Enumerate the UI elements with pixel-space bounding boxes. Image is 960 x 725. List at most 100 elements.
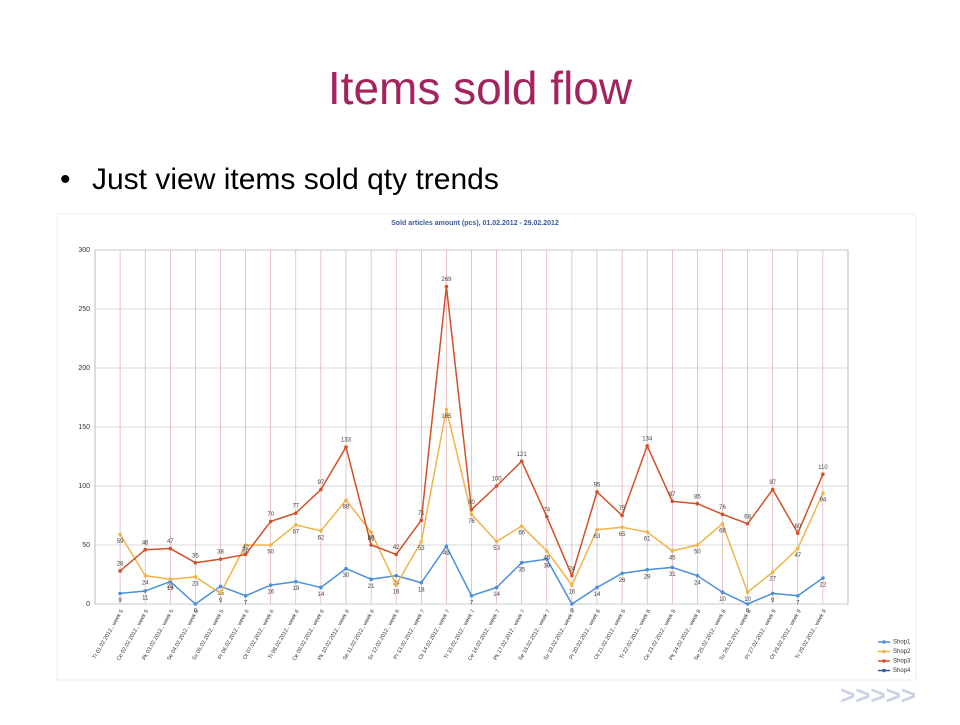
data-label: 66: [518, 531, 525, 537]
data-label: 21: [167, 584, 174, 590]
data-label: 269: [441, 277, 452, 283]
point: [319, 487, 323, 492]
point: [796, 546, 800, 551]
point: [369, 577, 373, 582]
y-tick-label: 300: [78, 247, 90, 254]
data-label: 50: [242, 550, 249, 556]
data-label: 11: [142, 596, 149, 602]
point: [796, 593, 800, 598]
data-label: 16: [393, 590, 400, 596]
data-label: 97: [318, 480, 325, 486]
data-label: 7: [796, 600, 800, 606]
point: [344, 498, 348, 502]
data-label: 38: [543, 564, 550, 570]
slide-title: Items sold flow: [328, 62, 633, 114]
data-label: 0: [194, 609, 198, 615]
data-label: 29: [644, 574, 651, 580]
data-label: 85: [694, 494, 701, 500]
point: [168, 546, 173, 551]
point: [695, 573, 700, 578]
point: [494, 585, 499, 590]
point: [118, 591, 122, 596]
point: [294, 523, 298, 527]
data-label: 42: [242, 545, 249, 551]
point: [118, 532, 122, 537]
data-label: 24: [142, 580, 149, 586]
data-label: 0: [746, 609, 750, 615]
y-tick-label: 250: [78, 306, 90, 313]
point: [695, 543, 700, 547]
point: [720, 590, 725, 594]
data-label: 9: [771, 598, 775, 604]
data-label: 21: [368, 584, 375, 590]
point: [545, 514, 549, 519]
point: [143, 547, 147, 552]
point: [570, 602, 574, 606]
data-label: 31: [669, 572, 676, 578]
data-label: 42: [393, 545, 400, 551]
point: [444, 407, 449, 412]
point: [745, 590, 750, 594]
y-tick-label: 0: [86, 601, 90, 608]
legend-label: Shop4: [893, 668, 911, 674]
data-label: 27: [769, 577, 776, 583]
data-label: 49: [443, 551, 450, 557]
point: [620, 525, 624, 530]
point: [645, 567, 649, 572]
point: [720, 512, 725, 517]
data-label: 77: [292, 504, 299, 510]
point: [419, 580, 424, 585]
point: [218, 557, 223, 561]
point: [469, 507, 474, 512]
data-label: 30: [343, 573, 350, 579]
data-label: 18: [418, 587, 425, 593]
point: [294, 511, 298, 515]
footer-mark: >>>>>: [840, 680, 916, 710]
data-label: 24: [694, 580, 701, 586]
data-label: 75: [619, 506, 626, 512]
data-label: 46: [142, 540, 149, 546]
point: [394, 583, 399, 587]
legend-label: Shop1: [893, 640, 911, 646]
y-tick-label: 50: [82, 542, 90, 549]
point: [344, 566, 348, 571]
point: [193, 602, 198, 606]
data-label: 38: [217, 550, 224, 556]
point: [319, 585, 323, 590]
legend-label: Shop3: [893, 659, 911, 665]
point: [243, 552, 248, 557]
chart-title: Sold articles amount (pcs), 01.02.2012 -…: [391, 220, 559, 227]
point: [369, 543, 373, 547]
data-label: 71: [418, 511, 425, 517]
data-label: 133: [341, 438, 352, 444]
data-label: 9: [219, 598, 223, 604]
data-label: 70: [267, 512, 274, 518]
data-label: 53: [493, 546, 500, 552]
y-tick-label: 150: [78, 424, 90, 431]
point: [595, 490, 599, 494]
y-tick-label: 100: [78, 483, 90, 490]
data-label: 45: [543, 555, 550, 561]
point: [469, 593, 474, 598]
point: [394, 573, 399, 578]
data-label: 94: [820, 498, 827, 504]
point: [670, 499, 675, 504]
point: [218, 584, 223, 589]
data-label: 61: [644, 537, 651, 543]
data-label: 88: [343, 505, 350, 511]
data-label: 14: [594, 592, 601, 598]
data-label: 7: [470, 600, 474, 606]
data-label: 87: [669, 492, 676, 498]
point: [745, 602, 750, 606]
point: [770, 487, 775, 492]
data-label: 80: [468, 500, 475, 506]
data-label: 26: [619, 578, 626, 584]
data-label: 10: [719, 597, 726, 603]
data-label: 63: [594, 534, 601, 540]
data-label: 68: [744, 514, 751, 520]
point: [620, 571, 624, 576]
data-label: 22: [820, 583, 827, 589]
data-label: 7: [244, 600, 248, 606]
